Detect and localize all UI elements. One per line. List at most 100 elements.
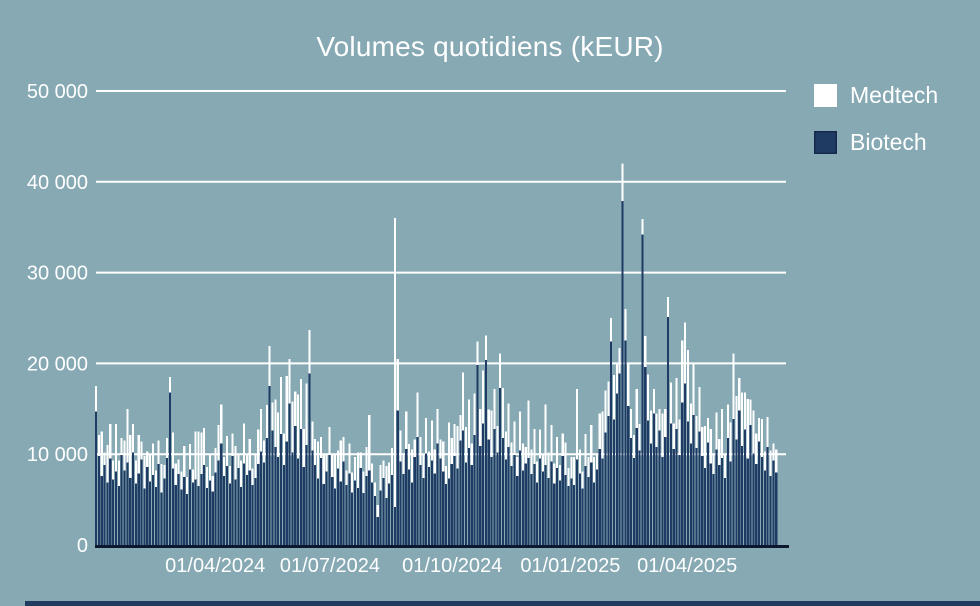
bar-biotech [174,485,177,545]
bar-biotech [205,487,209,545]
bar-biotech [399,461,402,545]
bar-medtech [316,441,320,479]
bar-biotech [513,455,516,545]
bar-medtech [644,336,647,368]
bar-biotech [214,472,217,545]
bar-biotech [265,437,268,545]
bar-biotech [433,473,436,545]
bar-biotech [758,441,761,545]
bar-biotech [493,428,496,545]
bar-medtech [183,446,186,477]
bar-medtech [456,426,459,469]
bar-medtech [627,363,630,407]
y-tick-label: 20 000 [27,353,88,375]
bar-biotech [106,482,109,545]
bar-medtech [257,429,260,465]
bar-medtech [356,452,359,488]
bar-medtech [166,437,169,458]
bar-biotech [649,443,653,545]
bar-biotech [339,481,342,545]
bar-medtech [595,454,598,470]
bar-medtech [299,378,302,429]
bar-biotech [268,386,271,545]
y-tick-label: 10 000 [27,444,88,466]
bar-biotech [564,475,567,545]
bar-medtech [265,405,268,438]
bar-biotech [652,413,655,545]
bar-medtech [738,377,741,411]
bar-medtech [419,436,422,466]
bar-medtech [632,435,635,458]
legend: Medtech Biotech [814,82,938,176]
bar-medtech [558,465,561,481]
bar-medtech [544,404,547,466]
bar-medtech [749,399,752,426]
bar-medtech [743,392,746,430]
bar-medtech [131,424,135,453]
bar-biotech [581,488,584,545]
bar-medtech [590,425,593,463]
bar-biotech [610,341,613,545]
bar-biotech [501,437,505,545]
bar-medtech [635,388,638,428]
bar-medtech [285,376,288,442]
bar-medtech [501,387,505,438]
bar-biotech [507,446,510,545]
bar-biotech [675,428,678,545]
bar-biotech [208,480,211,545]
bar-medtech [390,447,394,476]
bar-biotech [157,464,160,545]
bar-biotech [365,475,368,545]
bar-biotech [732,418,735,545]
bar-medtech [217,425,220,461]
bar-medtech [701,426,704,457]
bar-medtech [741,392,744,447]
bar-biotech [396,410,399,545]
bar-medtech [302,428,305,467]
bar-biotech [496,452,499,545]
bar-biotech [638,450,641,545]
bar-biotech [371,482,374,545]
bar-medtech [430,420,433,461]
bar-medtech [331,454,334,477]
bar-medtech [661,413,664,457]
bar-medtech [672,423,675,449]
legend-item-biotech: Biotech [814,129,938,156]
bar-biotech [348,473,351,545]
bar-medtech [314,438,317,466]
bar-biotech [464,462,468,545]
bar-biotech [561,456,564,545]
bar-medtech [598,413,601,449]
bar-biotech [308,373,311,545]
bar-biotech [527,457,530,545]
bar-medtech [769,450,772,476]
bar-biotech [738,410,741,545]
bar-medtech [416,392,419,437]
bar-medtech [698,387,701,432]
bar-medtech [277,412,280,457]
bar-medtech [442,441,445,472]
bar-medtech [117,460,120,486]
bar-biotech [735,439,738,545]
bar-biotech [436,443,439,545]
bar-biotech [351,492,354,545]
bar-biotech [684,383,687,545]
bar-biotech [126,462,129,545]
bar-biotech [177,474,180,545]
bar-biotech [402,474,405,545]
bar-medtech [479,408,482,447]
bar-medtech [553,463,556,484]
bar-medtech [681,340,684,403]
bar-biotech [729,461,732,545]
bar-medtech [231,433,234,457]
bar-medtech [405,411,408,449]
bar-biotech [743,429,746,545]
bar-medtech [342,436,345,462]
bar-biotech [262,462,266,545]
bar-biotech [416,436,419,545]
bar-biotech [131,452,135,545]
bar-medtech [186,476,189,495]
legend-label-biotech: Biotech [850,129,927,155]
bar-biotech [573,485,576,545]
